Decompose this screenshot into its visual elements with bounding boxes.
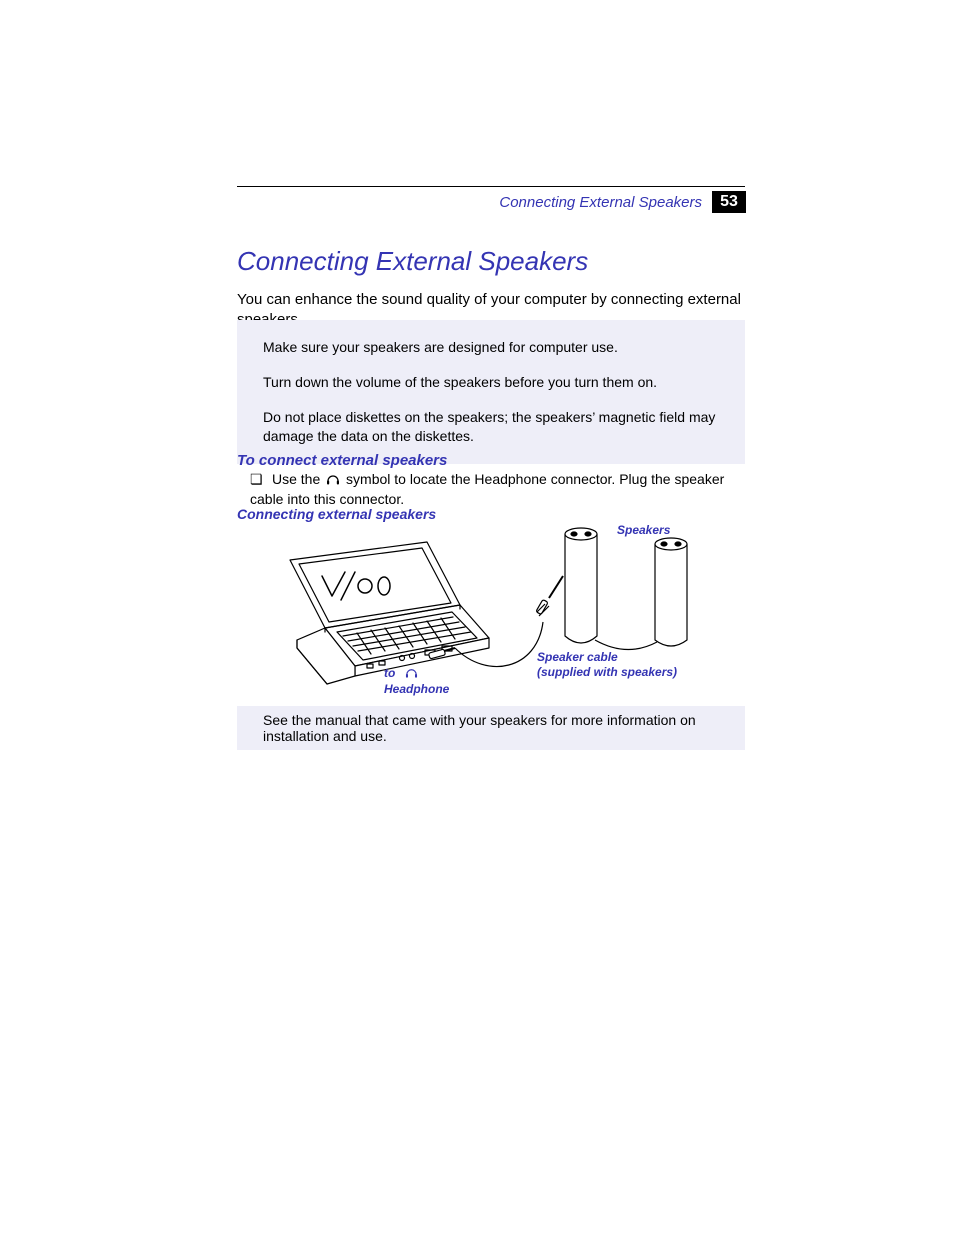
section-head: To connect external speakers xyxy=(237,452,447,469)
top-rule xyxy=(237,186,745,187)
step-bullet: ❏ xyxy=(250,470,272,490)
laptop-line-art xyxy=(290,542,489,684)
callout-line-2: Turn down the volume of the speakers bef… xyxy=(263,373,719,392)
running-head: Connecting External Speakers xyxy=(499,194,702,211)
label-speaker-cable-line2: (supplied with speakers) xyxy=(537,665,677,679)
page-title: Connecting External Speakers xyxy=(237,246,588,277)
label-speaker-cable: Speaker cable (supplied with speakers) xyxy=(537,650,677,680)
label-headphone: Headphone xyxy=(384,682,449,696)
callout-line-1: Make sure your speakers are designed for… xyxy=(263,338,719,357)
callout-line-3: Do not place diskettes on the speakers; … xyxy=(263,408,719,446)
label-speakers: Speakers xyxy=(617,523,670,537)
callout-box: Make sure your speakers are designed for… xyxy=(237,320,745,464)
page-number: 53 xyxy=(712,191,746,213)
step-text-before: Use the xyxy=(272,471,324,487)
step-item: ❏Use the symbol to locate the Headphone … xyxy=(250,470,745,509)
speakers-line-art xyxy=(565,528,687,650)
label-speaker-cable-line1: Speaker cable xyxy=(537,650,618,664)
label-to-headphone: to Headphone xyxy=(384,666,449,697)
page: Connecting External Speakers 53 Connecti… xyxy=(0,0,954,1235)
label-to: to xyxy=(384,666,395,680)
headphone-icon-small xyxy=(405,667,418,679)
headphone-icon xyxy=(326,473,340,486)
footer-note: See the manual that came with your speak… xyxy=(237,706,745,750)
